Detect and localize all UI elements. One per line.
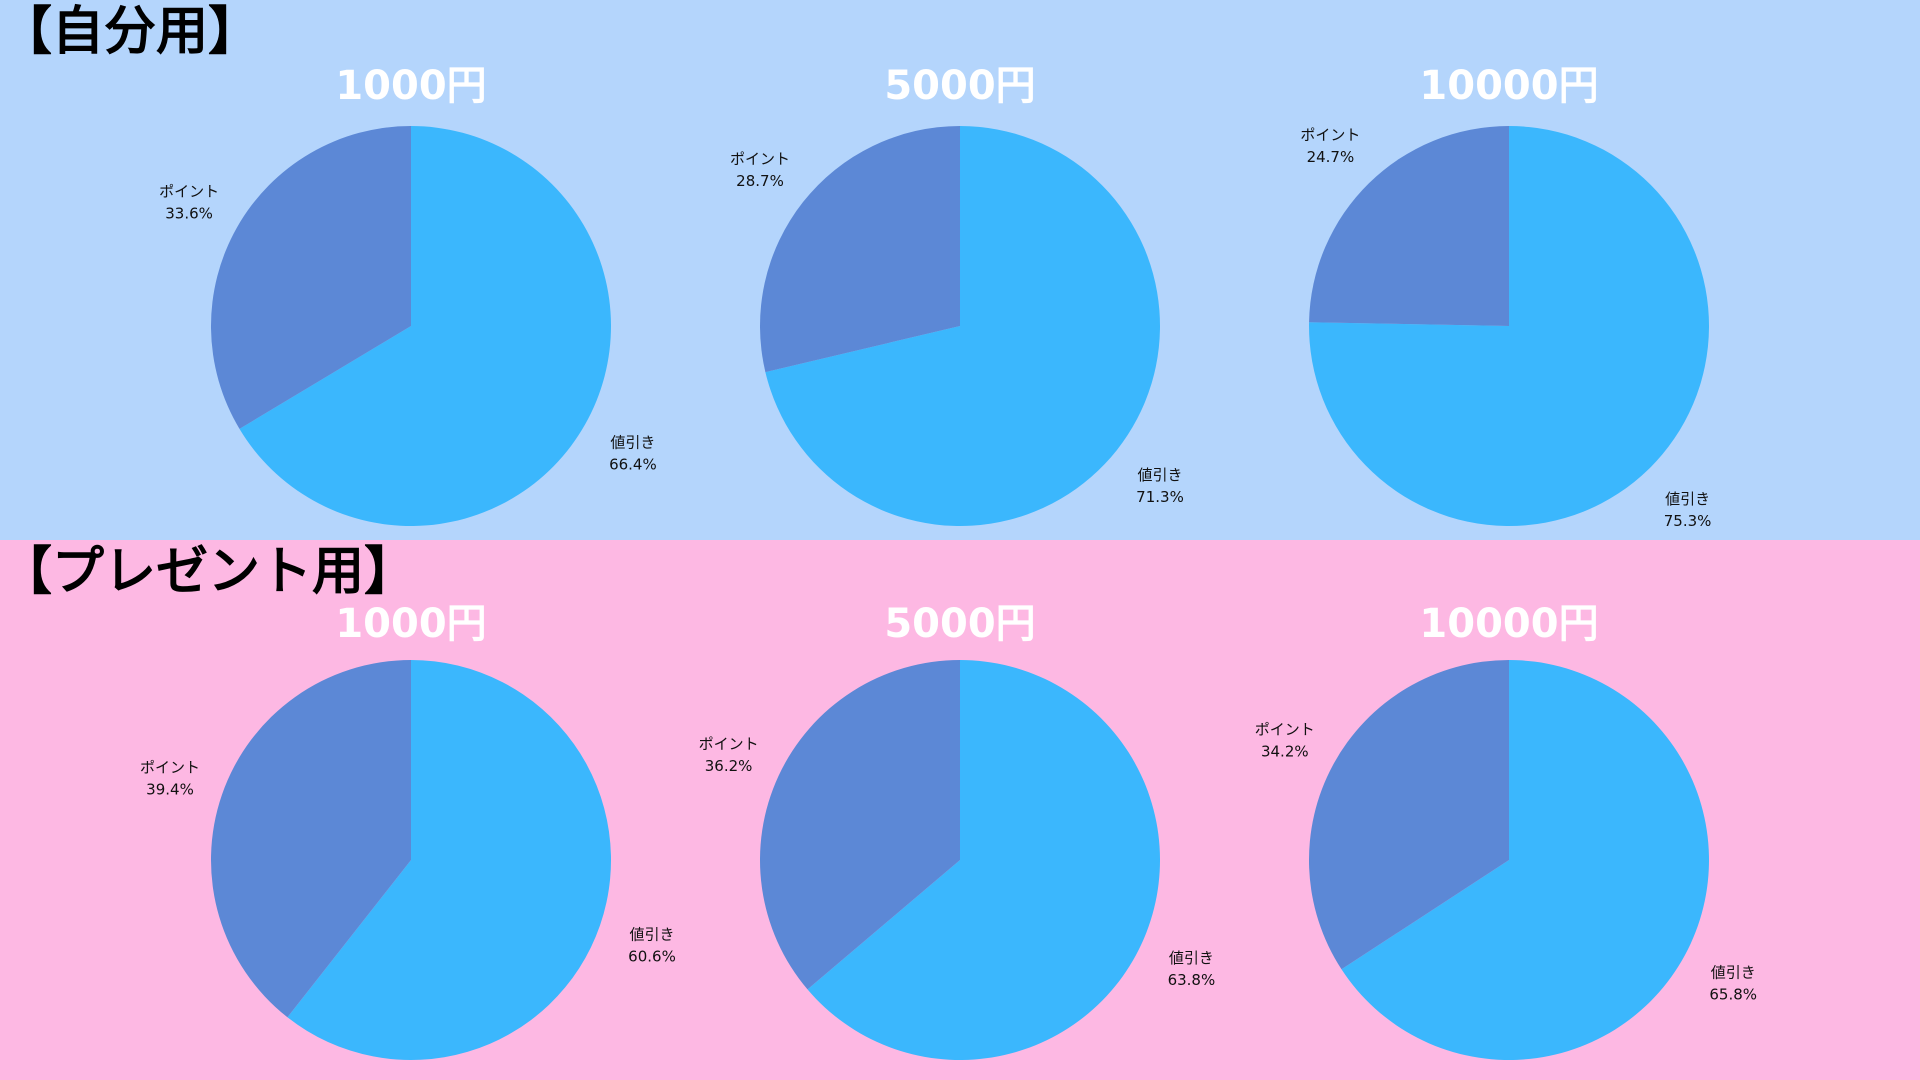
slice-value-label-discount: 63.8% bbox=[1168, 971, 1216, 989]
slice-name-label-point: ポイント bbox=[159, 182, 219, 200]
slice-value-label-point: 24.7% bbox=[1307, 148, 1355, 166]
slice-name-label-discount: 値引き bbox=[1169, 949, 1214, 967]
slice-value-label-point: 39.4% bbox=[146, 781, 194, 799]
section-title-self-use: 【自分用】 bbox=[0, 2, 261, 62]
slice-name-label-discount: 値引き bbox=[629, 925, 674, 943]
pie-chart-self-1000: 値引き 66.4% ポイント 33.6% bbox=[159, 126, 657, 526]
slice-value-label-point: 36.2% bbox=[705, 757, 753, 775]
chart-title-gift-5000: 5000円 bbox=[884, 601, 1036, 647]
section-gift: 【プレゼント用】 1000円 5000円 10000円 値引き 60.6% ポイント… bbox=[0, 540, 1920, 1080]
pie-slice-point bbox=[759, 660, 960, 990]
slice-value-label-point: 28.7% bbox=[736, 172, 784, 190]
pie-slice-discount bbox=[239, 126, 611, 526]
pie-chart-self-10000: 値引き 75.3% ポイント 24.7% bbox=[1300, 126, 1712, 530]
slice-name-label-discount: 値引き bbox=[610, 434, 655, 452]
slice-value-label-point: 33.6% bbox=[165, 204, 213, 222]
pie-slice-point bbox=[210, 126, 411, 429]
slice-value-label-discount: 71.3% bbox=[1136, 488, 1184, 506]
pie-slice-point bbox=[759, 126, 960, 373]
pie-chart-gift-5000: 値引き 63.8% ポイント 36.2% bbox=[699, 660, 1216, 1060]
slice-value-label-point: 34.2% bbox=[1261, 743, 1309, 761]
pie-chart-self-5000: 値引き 71.3% ポイント 28.7% bbox=[730, 126, 1184, 526]
pie-slice-discount bbox=[1341, 660, 1709, 1060]
slice-value-label-discount: 66.4% bbox=[609, 456, 657, 474]
slice-value-label-discount: 75.3% bbox=[1664, 512, 1712, 530]
chart-title-gift-1000: 1000円 bbox=[335, 601, 487, 647]
pie-chart-gift-10000: 値引き 65.8% ポイント 34.2% bbox=[1255, 660, 1757, 1060]
slice-name-label-point: ポイント bbox=[730, 150, 790, 168]
pie-slice-point bbox=[1309, 126, 1509, 326]
slice-name-label-discount: 値引き bbox=[1711, 963, 1756, 981]
slice-name-label-point: ポイント bbox=[1255, 721, 1315, 739]
pie-chart-gift-1000: 値引き 60.6% ポイント 39.4% bbox=[140, 660, 676, 1060]
chart-title-gift-10000: 10000円 bbox=[1419, 601, 1599, 647]
pie-slice-discount bbox=[807, 660, 1160, 1060]
section-self-use: 【自分用】 1000円 5000円 10000円 値引き 66.4% ポイント 33.… bbox=[0, 0, 1920, 540]
slice-value-label-discount: 65.8% bbox=[1709, 985, 1757, 1003]
section-title-gift: 【プレゼント用】 bbox=[0, 542, 417, 602]
pie-slice-point bbox=[210, 660, 411, 1018]
chart-title-self-10000: 10000円 bbox=[1419, 63, 1599, 109]
pie-slice-discount bbox=[765, 126, 1160, 526]
slice-name-label-discount: 値引き bbox=[1665, 490, 1710, 508]
slice-name-label-point: ポイント bbox=[1300, 126, 1360, 144]
slice-name-label-discount: 値引き bbox=[1137, 466, 1182, 484]
chart-title-self-1000: 1000円 bbox=[335, 63, 487, 109]
slice-name-label-point: ポイント bbox=[140, 759, 200, 777]
chart-title-self-5000: 5000円 bbox=[884, 63, 1036, 109]
slice-value-label-discount: 60.6% bbox=[628, 947, 676, 965]
pie-slice-point bbox=[1308, 660, 1509, 970]
slice-name-label-point: ポイント bbox=[699, 735, 759, 753]
pie-slice-discount bbox=[1309, 126, 1710, 526]
pie-slice-discount bbox=[287, 660, 611, 1060]
